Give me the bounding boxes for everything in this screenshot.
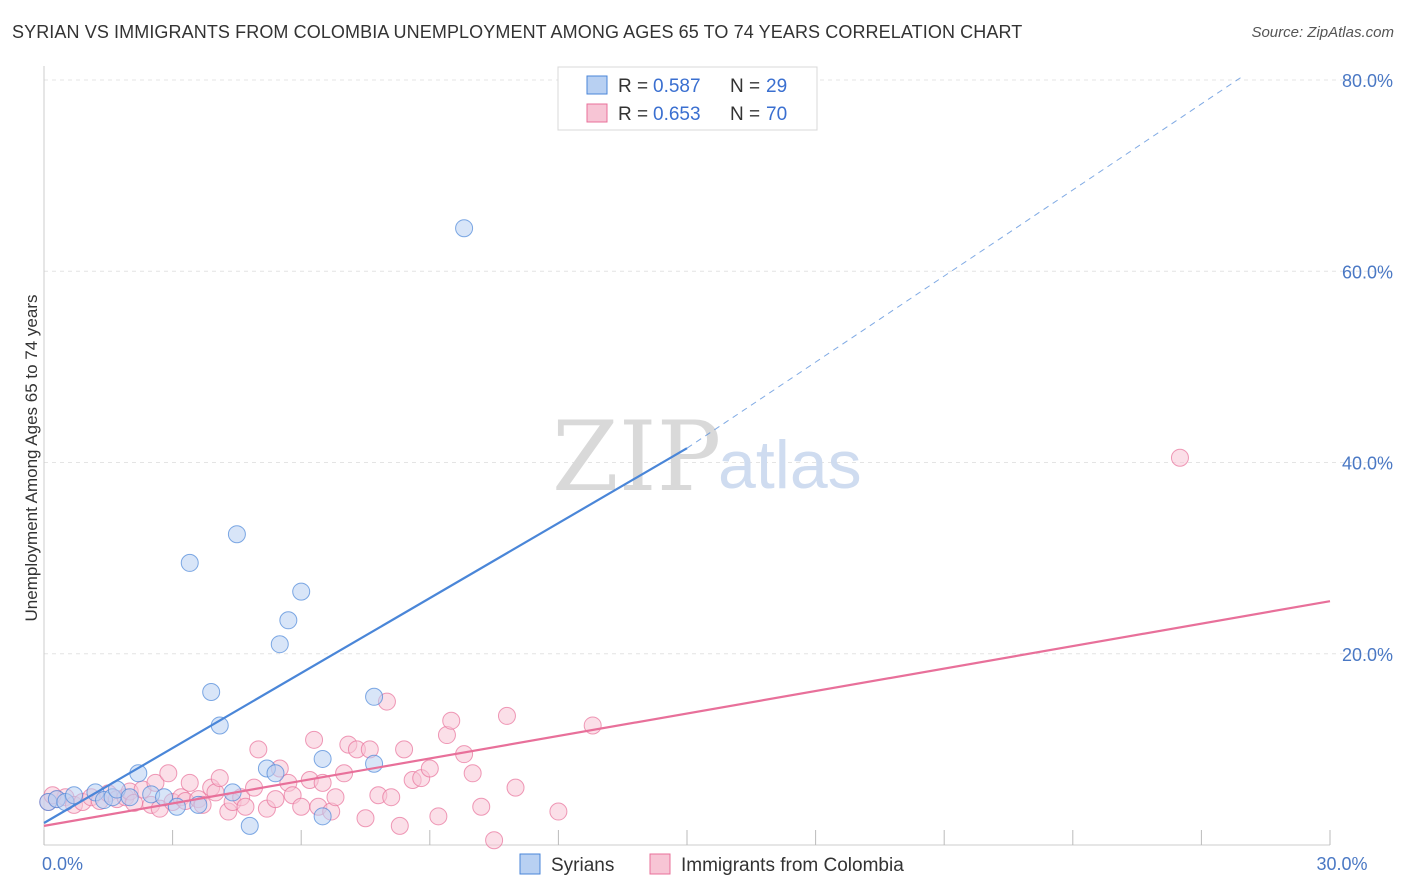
syrians-trend-extension	[686, 74, 1245, 449]
syrians-point	[266, 764, 285, 783]
syrians-point	[65, 786, 84, 805]
top-legend: R = 0.587 N = 29 R = 0.653 N = 70	[557, 66, 818, 131]
colombia-point	[420, 759, 439, 778]
legend-r-label: R =	[618, 76, 648, 97]
colombia-point	[485, 831, 504, 850]
bottom-legend-syrians: Syrians	[551, 855, 614, 876]
colombia-point	[326, 788, 345, 807]
colombia-point	[390, 816, 409, 835]
syrians-point	[202, 683, 221, 701]
watermark-zip: ZIP	[552, 401, 721, 513]
colombia-point	[236, 797, 255, 816]
legend-n-label: N =	[730, 76, 760, 97]
bottom-legend-syrians-swatch	[519, 853, 541, 875]
bottom-legend-colombia: Immigrants from Colombia	[681, 855, 904, 876]
syrians-point	[180, 553, 199, 572]
colombia-point	[463, 764, 482, 783]
legend-r-label: R =	[618, 104, 648, 125]
colombia-point	[1170, 448, 1189, 467]
axes	[43, 66, 1331, 846]
syrians-points	[39, 219, 474, 835]
tick-labels: 20.0% 40.0% 60.0% 80.0% 0.0% 30.0%	[42, 71, 1393, 874]
colombia-point	[549, 802, 568, 821]
syrians-point	[313, 807, 332, 826]
chart-title: SYRIAN VS IMMIGRANTS FROM COLOMBIA UNEMP…	[12, 22, 1023, 42]
syrians-point	[455, 219, 474, 238]
y-axis-label: Unemployment Among Ages 65 to 74 years	[22, 295, 41, 622]
bottom-legend: Syrians Immigrants from Colombia	[519, 853, 904, 876]
legend-colombia-r: 0.653	[653, 104, 701, 125]
bottom-legend-colombia-swatch	[649, 853, 671, 875]
trend-lines	[43, 74, 1331, 827]
colombia-point	[266, 790, 285, 809]
syrians-point	[120, 788, 139, 807]
syrians-point	[279, 611, 298, 630]
y-tick-label: 40.0%	[1342, 454, 1393, 474]
colombia-point	[395, 740, 414, 759]
legend-syrians-r: 0.587	[653, 76, 701, 97]
colombia-point	[292, 797, 311, 816]
syrians-point	[313, 749, 332, 768]
colombia-point	[472, 797, 491, 816]
colombia-point	[506, 778, 525, 797]
colombia-point	[429, 807, 448, 826]
syrians-trend-line	[43, 447, 688, 824]
y-tick-label: 80.0%	[1342, 71, 1393, 91]
colombia-point	[249, 740, 268, 759]
syrians-point	[365, 687, 384, 706]
colombia-points	[39, 448, 1189, 850]
colombia-point	[442, 711, 461, 730]
watermark: ZIP atlas	[552, 401, 862, 513]
legend-colombia-swatch	[586, 103, 608, 123]
colombia-point	[305, 730, 324, 749]
y-tick-label: 60.0%	[1342, 262, 1393, 282]
colombia-point	[356, 809, 375, 828]
syrians-point	[270, 635, 289, 654]
colombia-point	[180, 773, 199, 792]
colombia-point	[210, 769, 229, 788]
legend-syrians-swatch	[586, 75, 608, 95]
legend-colombia-n: 70	[766, 104, 787, 125]
gridlines	[44, 79, 1392, 655]
colombia-trend-line	[43, 600, 1331, 827]
legend-n-label: N =	[730, 104, 760, 125]
colombia-point	[159, 764, 178, 783]
colombia-point	[382, 788, 401, 807]
syrians-point	[227, 525, 246, 544]
x-tick-label: 0.0%	[42, 854, 83, 874]
y-tick-label: 20.0%	[1342, 645, 1393, 665]
syrians-point	[240, 816, 259, 835]
x-tick-label: 30.0%	[1316, 854, 1367, 874]
legend-syrians-n: 29	[766, 76, 787, 97]
watermark-atlas: atlas	[718, 427, 862, 503]
source-label: Source: ZipAtlas.com	[1251, 24, 1394, 41]
syrians-point	[292, 582, 311, 601]
colombia-point	[497, 706, 516, 725]
